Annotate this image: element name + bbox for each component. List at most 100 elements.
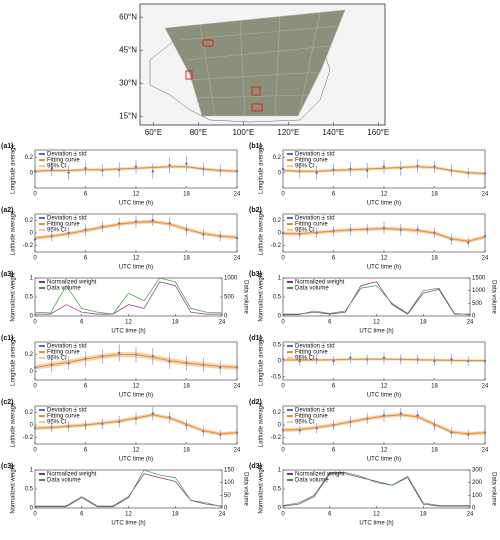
legend-swatch — [287, 159, 293, 161]
y-tick-label: 0.5 — [273, 343, 282, 349]
x-tick-label: 6 — [84, 448, 88, 454]
x-tick-label: 6 — [84, 384, 88, 390]
legend-label: Fitting curve — [295, 414, 328, 420]
legend-label: Deviation ± std — [47, 344, 87, 350]
panel-label: (a1) — [1, 143, 13, 150]
point — [84, 167, 87, 170]
legend-swatch — [39, 217, 45, 219]
point — [134, 165, 138, 168]
y-axis-title: Latitude average — [11, 402, 17, 447]
legend-swatch — [287, 165, 293, 167]
y-tick-label: 0.2 — [25, 352, 34, 358]
x-tick-label: 120°E — [277, 128, 299, 137]
legend-swatch — [39, 153, 45, 155]
legend-swatch — [287, 217, 293, 219]
y-tick-label: -0.2 — [23, 243, 34, 249]
x-tick-label: 12 — [133, 256, 140, 262]
y-tick-label: 0 — [30, 506, 34, 512]
panel-label: (a2) — [1, 207, 13, 214]
y-tick-label: -0.2 — [271, 243, 282, 249]
legend-label: 95% CI — [47, 420, 67, 426]
y-tick-label: 1 — [278, 468, 282, 474]
y-tick-label: 0 — [278, 170, 282, 176]
regions — [185, 39, 263, 112]
legend-label: Data volume — [47, 478, 81, 484]
legend-swatch — [39, 287, 45, 289]
x-tick-label: 12 — [133, 448, 140, 454]
legend-swatch — [39, 345, 45, 347]
x-tick-label: 80°E — [190, 128, 207, 137]
y2-tick-label: 100 — [224, 480, 235, 486]
x-axis-title: UTC time (h) — [359, 329, 393, 335]
legend-label: Deviation ± std — [295, 408, 335, 414]
panel-label: (c1) — [1, 335, 13, 342]
point — [117, 351, 121, 355]
x-tick-label: 18 — [431, 384, 438, 390]
y-tick-label: 0 — [30, 369, 34, 375]
x-tick-label: 6 — [332, 384, 336, 390]
series-line — [282, 472, 470, 506]
x-tick-label: 18 — [172, 320, 179, 326]
point — [151, 412, 155, 415]
legend-swatch — [39, 415, 45, 417]
legend-label: Deviation ± std — [295, 216, 335, 222]
map — [139, 3, 386, 126]
legend-swatch — [287, 415, 293, 417]
x-tick-label: 24 — [482, 384, 489, 390]
legend-swatch — [287, 479, 293, 481]
legend-label: Data volume — [295, 478, 329, 484]
legend-label: Fitting curve — [295, 222, 328, 228]
y2-tick-label: 0 — [472, 506, 476, 512]
legend-swatch — [287, 357, 293, 359]
x-tick-label: 12 — [373, 320, 380, 326]
x-tick-label: 12 — [125, 512, 132, 518]
y2-axis-title: Data volume — [490, 472, 496, 506]
y2-tick-label: 500 — [224, 295, 235, 301]
x-tick-label: 0 — [281, 192, 285, 198]
y2-tick-label: 1500 — [472, 276, 486, 282]
legend-swatch — [287, 287, 293, 289]
fit-line — [283, 228, 486, 242]
x-tick-label: 12 — [381, 384, 388, 390]
legend-swatch — [287, 153, 293, 155]
y-axis-title: Longitude average — [259, 335, 265, 385]
point — [332, 359, 335, 363]
point — [151, 219, 155, 222]
y-tick-label: 1 — [278, 276, 282, 282]
x-tick-label: 0 — [281, 256, 285, 262]
x-tick-label: 24 — [482, 256, 489, 262]
y-tick-label: -0.2 — [23, 435, 34, 441]
x-tick-label: 140°E — [322, 128, 344, 137]
panel-label: (a3) — [1, 271, 13, 278]
fit-line — [282, 166, 486, 175]
legend-label: Data volume — [295, 286, 329, 292]
x-tick-label: 6 — [332, 448, 336, 454]
fit-line — [34, 221, 238, 239]
y2-tick-label: 100 — [472, 493, 483, 499]
series-line — [282, 473, 470, 507]
point — [235, 431, 239, 434]
y2-tick-label: 0 — [224, 314, 228, 320]
y-axis-title: Latitude average — [259, 402, 265, 447]
x-tick-label: 18 — [172, 512, 179, 518]
x-axis-title: UTC time (h) — [111, 521, 145, 527]
y2-tick-label: 1000 — [224, 276, 238, 282]
legend-label: Fitting curve — [295, 158, 328, 164]
y-tick-label: 0 — [30, 423, 34, 429]
x-tick-label: 18 — [431, 256, 438, 262]
y-tick-label: 0.5 — [25, 295, 34, 301]
x-tick-label: 6 — [332, 256, 336, 262]
x-tick-label: 12 — [373, 512, 380, 518]
x-tick-label: 18 — [420, 320, 427, 326]
legend-swatch — [39, 479, 45, 481]
x-tick-label: 24 — [219, 512, 226, 518]
x-tick-label: 6 — [328, 320, 332, 326]
y-tick-label: 0.2 — [25, 218, 34, 224]
x-tick-label: 18 — [431, 192, 438, 198]
y2-tick-label: 300 — [472, 468, 483, 474]
panel-label: (d1) — [249, 335, 262, 342]
fit-line — [34, 414, 238, 435]
y2-tick-label: 50 — [224, 493, 231, 499]
legend-swatch — [39, 409, 45, 411]
panel-label: (b1) — [249, 143, 262, 150]
